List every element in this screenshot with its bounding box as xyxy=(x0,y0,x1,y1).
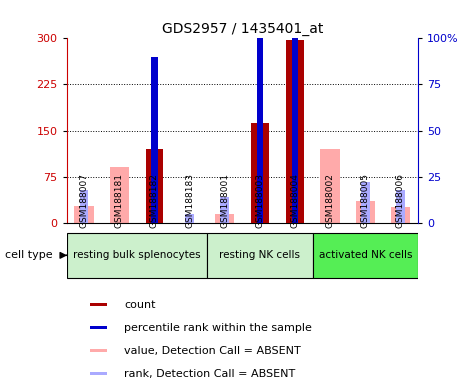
Bar xyxy=(396,190,405,223)
Bar xyxy=(185,214,194,223)
Text: percentile rank within the sample: percentile rank within the sample xyxy=(124,323,312,333)
Text: cell type: cell type xyxy=(5,250,52,260)
Bar xyxy=(256,0,263,223)
Text: rank, Detection Call = ABSENT: rank, Detection Call = ABSENT xyxy=(124,369,295,379)
Text: GSM188006: GSM188006 xyxy=(396,173,405,228)
Bar xyxy=(286,40,304,223)
Bar xyxy=(90,303,107,306)
Text: GSM188002: GSM188002 xyxy=(326,173,334,228)
Text: GSM188003: GSM188003 xyxy=(256,173,264,228)
Bar xyxy=(220,197,229,223)
Bar xyxy=(356,201,375,223)
Text: count: count xyxy=(124,300,155,310)
Text: GSM188181: GSM188181 xyxy=(115,173,124,228)
Bar xyxy=(251,122,269,223)
Bar xyxy=(151,57,158,223)
Bar xyxy=(321,149,340,223)
Bar xyxy=(75,205,94,223)
Title: GDS2957 / 1435401_at: GDS2957 / 1435401_at xyxy=(162,22,323,36)
Text: GSM188182: GSM188182 xyxy=(150,173,159,228)
Bar xyxy=(361,182,370,223)
Text: GSM188007: GSM188007 xyxy=(80,173,88,228)
Text: resting bulk splenocytes: resting bulk splenocytes xyxy=(73,250,200,260)
Bar xyxy=(80,190,88,223)
Text: activated NK cells: activated NK cells xyxy=(319,250,412,260)
Bar xyxy=(110,167,129,223)
Bar xyxy=(292,0,298,223)
Bar xyxy=(145,149,163,223)
Text: resting NK cells: resting NK cells xyxy=(219,250,300,260)
Bar xyxy=(313,233,418,278)
Bar xyxy=(391,207,410,223)
Text: GSM188183: GSM188183 xyxy=(185,173,194,228)
Bar xyxy=(90,372,107,376)
Bar xyxy=(66,233,207,278)
Bar xyxy=(215,214,234,223)
Text: value, Detection Call = ABSENT: value, Detection Call = ABSENT xyxy=(124,346,301,356)
Bar xyxy=(207,233,313,278)
Text: GSM188001: GSM188001 xyxy=(220,173,229,228)
Bar xyxy=(90,326,107,329)
Text: GSM188004: GSM188004 xyxy=(291,173,299,228)
Text: GSM188005: GSM188005 xyxy=(361,173,370,228)
Bar xyxy=(90,349,107,353)
